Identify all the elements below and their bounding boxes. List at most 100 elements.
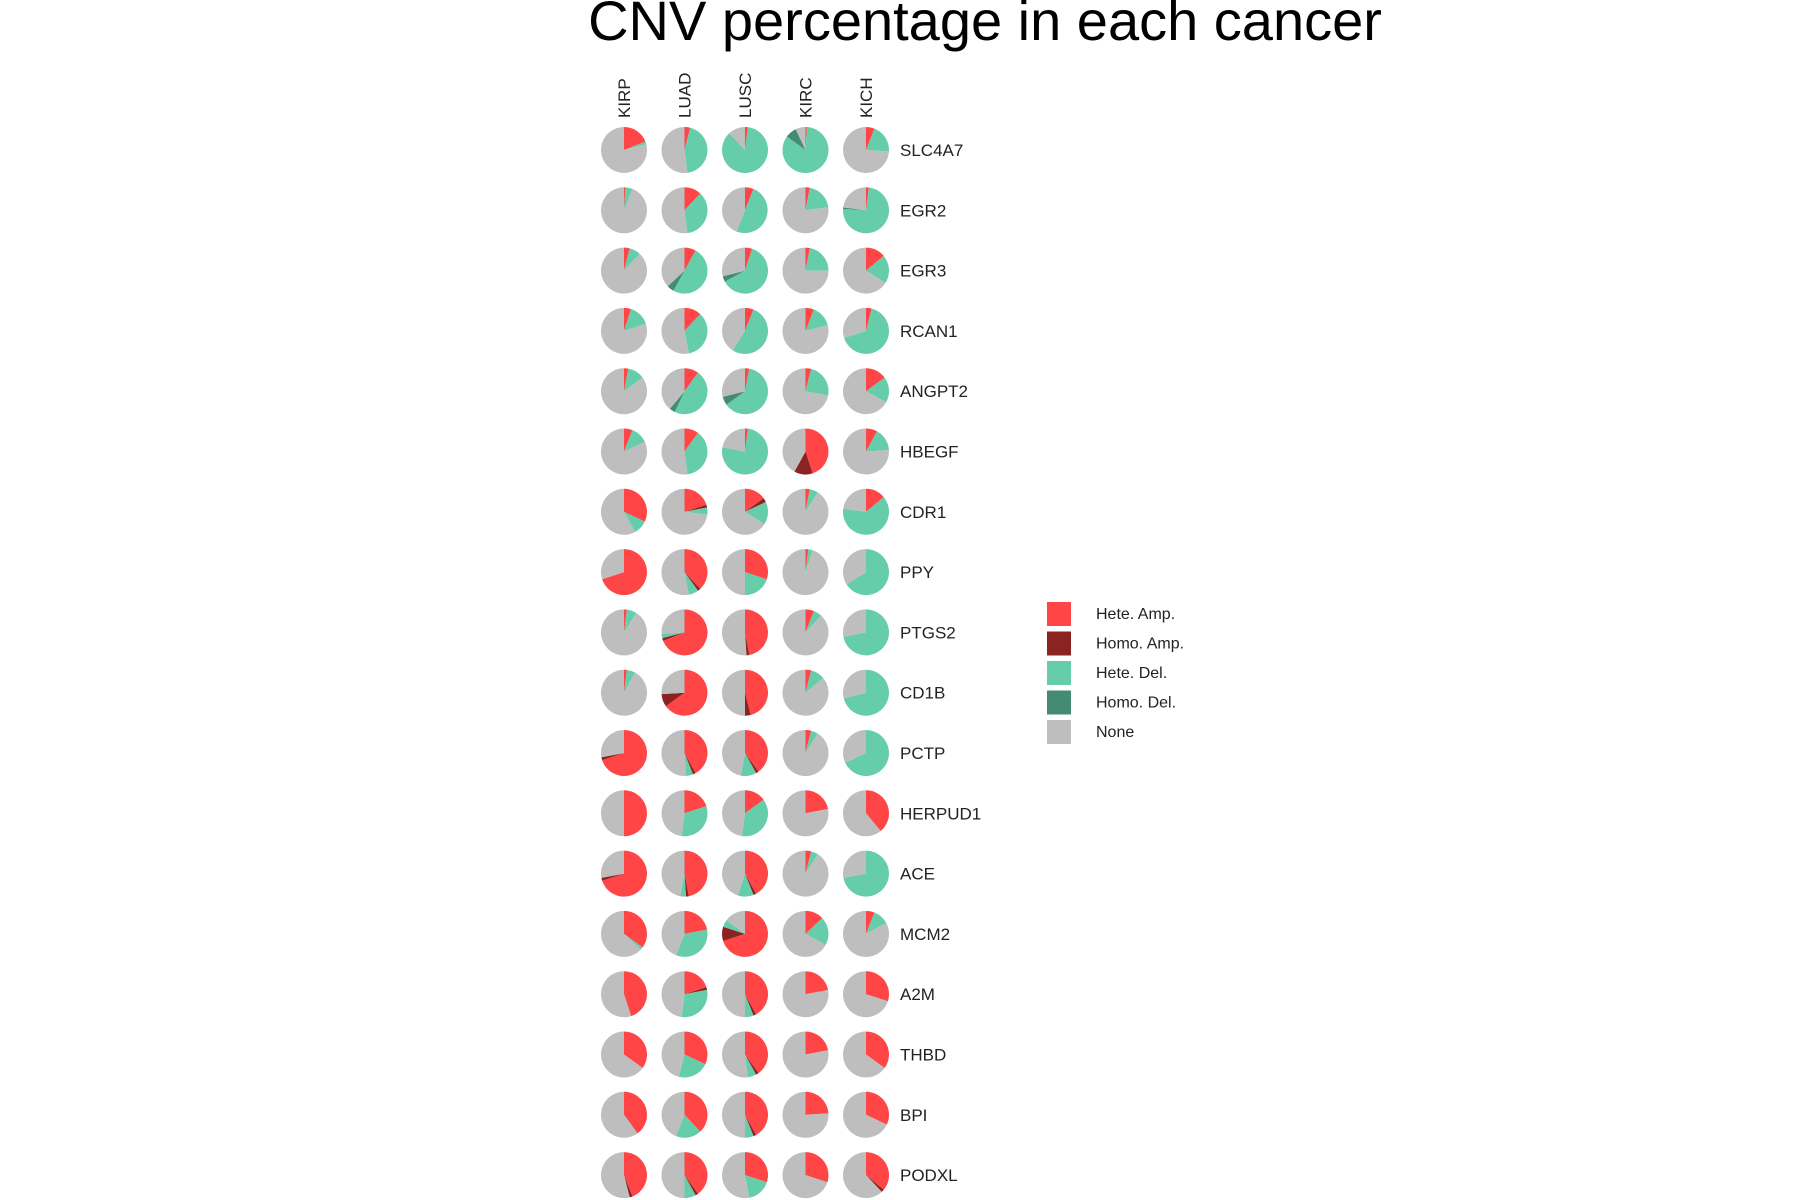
slice-hete-amp (624, 428, 633, 452)
pie-slc4a7-luad (661, 127, 708, 173)
pie-rcan1-luad (661, 307, 708, 354)
slice-none (782, 669, 829, 716)
pie-bpi-kirp (601, 1091, 648, 1138)
slice-none (843, 910, 890, 957)
gene-label-a2m: A2M (900, 985, 935, 1004)
slice-homo-amp (684, 753, 696, 775)
slice-hete-del (805, 670, 824, 693)
slice-hete-del (624, 933, 643, 950)
slice-hete-del (843, 609, 890, 656)
slice-none (782, 488, 829, 535)
slice-none (782, 247, 829, 294)
pie-a2m-kirp (600, 971, 647, 1018)
pie-egr2-kirc (782, 187, 829, 234)
slice-none (600, 307, 647, 354)
slice-hete-del (843, 669, 889, 716)
slice-homo-amp (661, 692, 685, 707)
pie-egr2-kirp (600, 187, 647, 234)
slice-none (661, 1152, 685, 1199)
slice-none (782, 1152, 828, 1199)
slice-homo-amp (601, 753, 624, 761)
slice-homo-del (722, 391, 745, 405)
gene-label-ppy: PPY (900, 563, 934, 582)
pie-cd1b-kirc (782, 669, 829, 716)
pie-ppy-lusc (722, 549, 768, 596)
slice-homo-amp (624, 1175, 633, 1198)
slice-hete-del (866, 912, 887, 934)
cancer-label-kirp: KIRP (615, 78, 634, 118)
gene-label-mcm2: MCM2 (900, 925, 950, 944)
slice-hete-amp (745, 247, 753, 271)
pie-ppy-kich (843, 549, 890, 596)
pie-herpud1-kirp (601, 790, 647, 837)
slice-none (782, 730, 829, 777)
slice-hete-amp (866, 187, 869, 211)
slice-none (661, 187, 688, 234)
slice-hete-del (624, 669, 636, 693)
pie-mcm2-lusc (722, 910, 769, 957)
pie-slc4a7-lusc (722, 127, 769, 173)
slice-hete-amp (805, 187, 810, 211)
slice-none (782, 910, 826, 957)
slice-homo-amp (722, 926, 745, 942)
slice-hete-amp (745, 790, 764, 814)
pie-thbd-kirc (782, 1031, 829, 1078)
slice-hete-amp (866, 910, 875, 934)
cancer-label-kirc: KIRC (797, 77, 816, 118)
legend-label-homo-amp: Homo. Amp. (1096, 636, 1184, 653)
slice-hete-amp (745, 971, 769, 1015)
slice-hete-amp (805, 307, 814, 331)
slice-hete-amp (684, 488, 707, 512)
slice-none (782, 549, 829, 596)
slice-none (721, 488, 765, 535)
slice-homo-del (843, 207, 866, 211)
slice-hete-amp (805, 549, 809, 573)
slice-none (661, 609, 685, 634)
slice-none (721, 1152, 750, 1199)
slice-hete-amp (805, 428, 829, 474)
slice-homo-amp (745, 632, 750, 656)
pie-angpt2-kich (843, 368, 890, 415)
slice-none (661, 247, 685, 287)
slice-hete-amp (624, 1031, 648, 1069)
slice-none (842, 127, 889, 173)
slice-hete-del (745, 1054, 757, 1078)
slice-hete-amp (805, 1152, 829, 1183)
slice-hete-amp (866, 307, 872, 331)
slice-hete-amp (866, 1152, 889, 1190)
slice-hete-del (845, 730, 890, 776)
slice-hete-del (676, 929, 708, 957)
slice-hete-amp (684, 1031, 708, 1065)
slice-none (661, 971, 685, 1018)
gene-label-egr2: EGR2 (900, 201, 946, 220)
slice-hete-del (624, 609, 637, 633)
gene-label-podxl: PODXL (900, 1166, 958, 1185)
slice-none (722, 1031, 748, 1078)
slice-none (782, 368, 829, 415)
slice-hete-amp (684, 368, 699, 392)
slice-hete-del (624, 309, 646, 331)
slice-none (661, 549, 689, 596)
slice-hete-del (732, 309, 769, 354)
slice-hete-del (805, 611, 822, 633)
legend-label-hete-del: Hete. Del. (1096, 665, 1167, 682)
pie-mcm2-kirp (600, 910, 648, 957)
pie-mcm2-kich (843, 910, 890, 957)
pie-rcan1-lusc (722, 307, 769, 354)
gene-label-egr3: EGR3 (900, 262, 946, 281)
slice-hete-amp (805, 609, 814, 633)
slice-none (600, 247, 647, 294)
pie-ace-kirc (782, 850, 829, 897)
slice-hete-del (866, 431, 889, 452)
slice-hete-amp (805, 368, 812, 392)
pie-slc4a7-kirp (601, 127, 648, 173)
slice-hete-del (684, 507, 708, 515)
slice-hete-del (842, 497, 889, 535)
pie-slc4a7-kich (842, 127, 889, 173)
slice-hete-del (866, 128, 889, 152)
slice-hete-del (684, 572, 699, 595)
slice-hete-del (745, 502, 768, 525)
slice-none (795, 127, 806, 150)
pie-ptgs2-kirc (782, 609, 829, 656)
